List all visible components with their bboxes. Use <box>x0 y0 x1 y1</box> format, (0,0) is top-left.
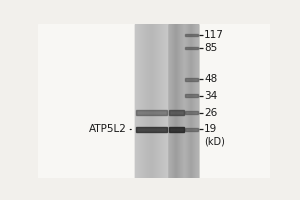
Bar <box>185 78 198 81</box>
Text: 26: 26 <box>204 108 218 118</box>
Text: ATP5L2: ATP5L2 <box>89 124 127 134</box>
Text: 85: 85 <box>204 43 218 53</box>
Bar <box>169 110 184 115</box>
Text: 19: 19 <box>204 124 218 134</box>
Bar <box>136 127 167 132</box>
Text: 48: 48 <box>204 74 218 84</box>
Bar <box>185 94 198 97</box>
Bar <box>38 24 135 178</box>
Bar <box>136 110 167 115</box>
Bar <box>198 24 270 178</box>
Text: 34: 34 <box>204 91 218 101</box>
Bar <box>185 111 198 114</box>
Text: 117: 117 <box>204 30 224 40</box>
Bar <box>185 34 198 36</box>
Bar <box>185 128 198 131</box>
Bar <box>169 127 184 132</box>
Text: (kD): (kD) <box>204 136 225 146</box>
Bar <box>185 47 198 49</box>
